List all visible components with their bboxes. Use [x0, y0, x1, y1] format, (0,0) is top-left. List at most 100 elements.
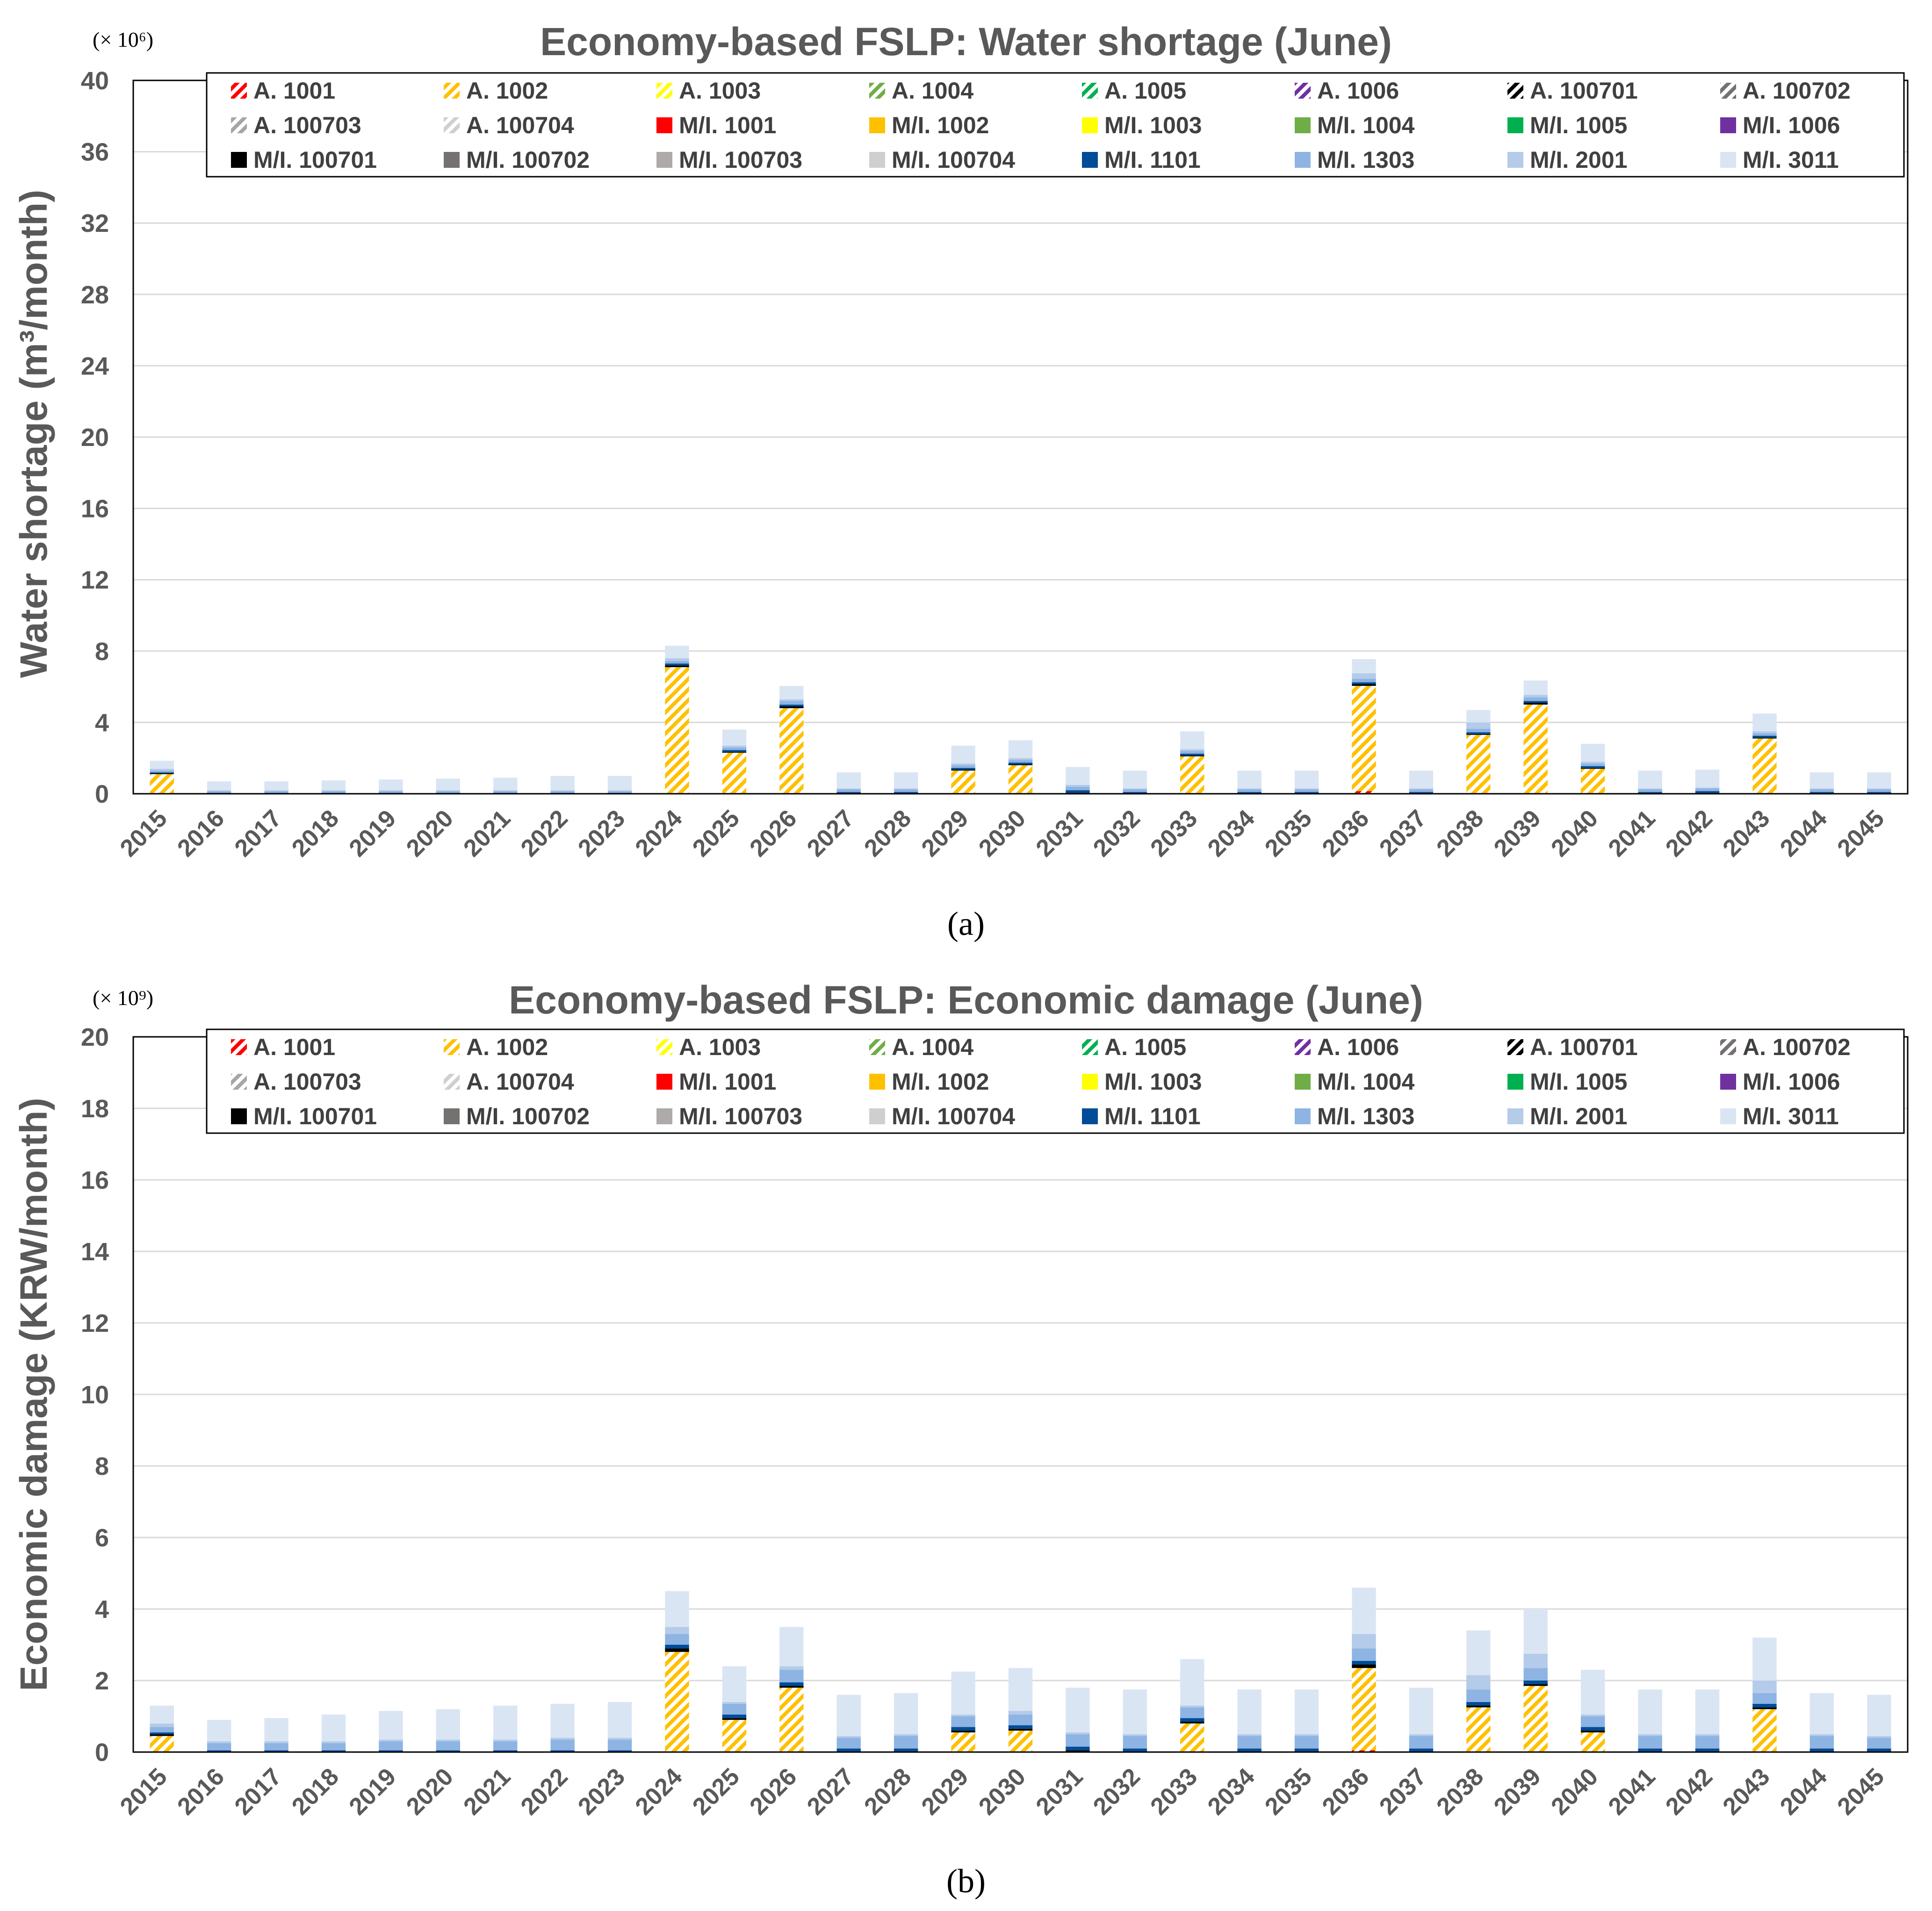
- bar-segment-m-i-1101-2043: [1752, 1703, 1777, 1708]
- bar-segment-m-i-2001-2016: [207, 790, 231, 791]
- chart-a-y-tick-label: 36: [81, 138, 109, 166]
- chart-a-y-tick-label: 8: [95, 638, 109, 666]
- legend-swatch-a-1005: [1082, 1039, 1098, 1055]
- bar-segment-m-i-1303-2017: [264, 1743, 288, 1751]
- chart-b-bars: [150, 1588, 1891, 1752]
- chart-b-x-tick-label: 2024: [630, 1763, 688, 1820]
- bar-segment-m-i-1303-2028: [894, 1736, 918, 1749]
- bar-segment-m-i-2001-2025: [722, 745, 747, 747]
- bar-segment-m-i-2001-2043: [1752, 1681, 1777, 1693]
- bar-segment-m-i-3011-2029: [951, 745, 975, 764]
- legend-swatch-a-100701: [1507, 83, 1523, 99]
- chart-b-gridlines: [133, 1107, 1908, 1681]
- bar-segment-m-i-2001-2037: [1409, 788, 1434, 790]
- bar-segment-a-1002-2029: [951, 1732, 975, 1752]
- chart-a-x-tick-label: 2027: [802, 805, 859, 862]
- bar-segment-m-i-1101-2022: [550, 1750, 575, 1752]
- bar-segment-m-i-1303-2039: [1523, 697, 1548, 701]
- bar-segment-a-1002-2024: [665, 667, 689, 794]
- bar-segment-a-1002-2033: [1180, 1723, 1204, 1752]
- bar-segment-m-i-3011-2032: [1123, 1689, 1147, 1734]
- bar-segment-a-1002-2039: [1523, 1686, 1548, 1752]
- bar-segment-m-i-1101-2041: [1638, 1748, 1662, 1752]
- bar-segment-m-i-1303-2023: [607, 791, 632, 793]
- bar-segment-m-i-1101-2028: [894, 1748, 918, 1752]
- chart-b-legend: A. 1001 A. 1002 A. 1003 A. 1004 A. 1005 A. 10…: [206, 1028, 1905, 1134]
- legend-swatch-m-i-3011: [1720, 152, 1736, 168]
- bar-segment-m-i-3011-2030: [1008, 1668, 1033, 1711]
- bar-segment-m-i-2001-2023: [607, 1738, 632, 1740]
- bar-segment-m-i-2001-2029: [951, 763, 975, 765]
- bar-segment-m-i-1303-2043: [1752, 733, 1777, 736]
- bar-segment-m-i-2001-2037: [1409, 1734, 1434, 1736]
- bar-segment-m-i-2001-2015: [150, 1723, 174, 1727]
- bar-segment-m-i-3011-2042: [1695, 769, 1720, 788]
- chart-a-x-tick-label: 2033: [1145, 805, 1203, 862]
- chart-b-x-tick-label: 2033: [1145, 1763, 1203, 1820]
- chart-water-shortage: (× 10⁶) Economy-based FSLP: Water shorta…: [13, 20, 1909, 942]
- bar-segment-m-i-1303-2031: [1066, 786, 1090, 790]
- bar-segment-m-i-1303-2015: [150, 770, 174, 773]
- bar-segment-m-i-3011-2021: [493, 777, 518, 790]
- chart-b-y-tick-label: 6: [95, 1524, 109, 1552]
- bar-segment-m-i-3011-2016: [207, 1720, 231, 1742]
- chart-a-title: Economy-based FSLP: Water shortage (June…: [540, 20, 1392, 64]
- bar-segment-m-i-1101-2030: [1008, 1725, 1033, 1729]
- bar-segment-m-i-3011-2031: [1066, 767, 1090, 785]
- chart-b-x-ticks: 2015 2016 2017 2018 2019 2020 2021 2022 2023 2024…: [115, 1763, 1889, 1820]
- chart-b-x-tick-label: 2039: [1489, 1763, 1546, 1820]
- bar-segment-a-1002-2033: [1180, 756, 1204, 794]
- legend-label-m-i-1006: M/I. 1006: [1743, 1069, 1840, 1095]
- bar-segment-m-i-1303-2034: [1237, 789, 1262, 792]
- bar-segment-m-i-100701-2040: [1580, 768, 1605, 769]
- bar-segment-m-i-1303-2042: [1695, 788, 1720, 791]
- legend-label-m-i-100702: M/I. 100702: [466, 1103, 590, 1129]
- bar-segment-m-i-1101-2032: [1123, 1748, 1147, 1752]
- chart-b-title: Economy-based FSLP: Economic damage (Jun…: [509, 978, 1423, 1022]
- bar-segment-a-1002-2040: [1580, 769, 1605, 794]
- bar-segment-m-i-3011-2028: [894, 772, 918, 789]
- bar-segment-m-i-1101-2040: [1580, 766, 1605, 768]
- bar-segment-m-i-100701-2026: [779, 1686, 804, 1688]
- chart-b-x-tick-label: 2044: [1775, 1763, 1832, 1820]
- bar-segment-m-i-2001-2040: [1580, 1714, 1605, 1717]
- bar-segment-m-i-3011-2045: [1867, 772, 1891, 789]
- legend-swatch-a-100703: [231, 1074, 247, 1090]
- legend-swatch-m-i-100703: [656, 1108, 672, 1124]
- bar-segment-m-i-100701-2026: [779, 706, 804, 708]
- chart-b-y-tick-label: 20: [81, 1023, 109, 1051]
- chart-b-x-tick-label: 2040: [1546, 1763, 1603, 1820]
- bar-segment-m-i-3011-2044: [1809, 1693, 1834, 1734]
- bar-segment-m-i-3011-2039: [1523, 680, 1548, 695]
- legend-swatch-a-1004: [869, 83, 885, 99]
- chart-b-multiplier: (× 10⁹): [93, 986, 153, 1010]
- bar-segment-m-i-1303-2015: [150, 1727, 174, 1732]
- bar-segment-m-i-2001-2024: [665, 658, 689, 661]
- chart-a-x-tick-label: 2039: [1489, 805, 1546, 862]
- bar-segment-m-i-1303-2020: [436, 791, 461, 793]
- bar-segment-m-i-1101-2028: [894, 792, 918, 794]
- bar-segment-m-i-1303-2024: [665, 661, 689, 664]
- bar-segment-m-i-1101-2027: [836, 1748, 861, 1752]
- bar-segment-m-i-1101-2030: [1008, 762, 1033, 765]
- bar-segment-m-i-3011-2045: [1867, 1695, 1891, 1736]
- legend-label-a-100704: A. 100704: [466, 1069, 574, 1095]
- legend-label-a-100704: A. 100704: [466, 112, 574, 138]
- bar-segment-m-i-3011-2044: [1809, 772, 1834, 789]
- chart-a-x-tick-label: 2023: [573, 805, 630, 862]
- bar-segment-m-i-2001-2019: [379, 1739, 403, 1742]
- bar-segment-a-1002-2025: [722, 753, 747, 794]
- bar-segment-m-i-2001-2032: [1123, 788, 1147, 790]
- bar-segment-m-i-1101-2041: [1638, 792, 1662, 794]
- legend-swatch-m-i-100704: [869, 152, 885, 168]
- bar-segment-m-i-100701-2030: [1008, 764, 1033, 765]
- bar-segment-m-i-2001-2025: [722, 1702, 747, 1704]
- chart-b-x-tick-label: 2031: [1031, 1763, 1089, 1820]
- legend-label-m-i-3011: M/I. 3011: [1743, 147, 1839, 173]
- legend-swatch-a-1001: [231, 1039, 247, 1055]
- bar-segment-m-i-2001-2042: [1695, 787, 1720, 789]
- legend-swatch-a-100701: [1507, 1039, 1523, 1055]
- bar-segment-m-i-2001-2044: [1809, 788, 1834, 790]
- chart-a-bars: [150, 646, 1891, 794]
